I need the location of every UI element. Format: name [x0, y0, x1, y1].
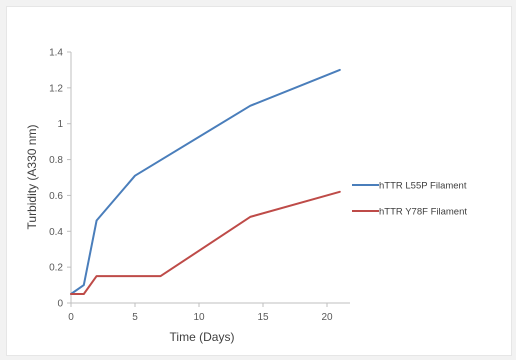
x-tick-label: 5 — [132, 312, 138, 323]
y-tick-label: 0.2 — [49, 263, 63, 274]
chart-series — [70, 68, 341, 295]
y-tick-label: 0.4 — [49, 227, 63, 238]
y-tick-label: 0 — [57, 299, 63, 310]
chart-axes: 0 0.2 0.4 0.6 0.8 1 1.2 1.4 0 5 10 15 20 — [49, 48, 350, 323]
y-tick-label: 1.2 — [49, 83, 63, 94]
x-tick-label: 10 — [193, 312, 205, 323]
y-tick-label: 0.6 — [49, 191, 63, 202]
y-tick-label: 0.8 — [49, 155, 63, 166]
series-line-1 — [70, 68, 341, 295]
y-tick-label: 1.4 — [49, 48, 63, 59]
y-axis-title: Turbidity (A330 nm) — [25, 125, 39, 230]
chart-legend: hTTR L55P Filament hTTR Y78F Filament — [352, 181, 467, 218]
legend-label-1: hTTR L55P Filament — [379, 181, 467, 192]
chart-frame — [6, 6, 512, 356]
x-axis-title: Time (Days) — [170, 330, 235, 344]
x-tick-label: 20 — [321, 312, 333, 323]
x-tick-label: 15 — [257, 312, 269, 323]
x-tick-label: 0 — [68, 312, 74, 323]
y-tick-label: 1 — [57, 119, 63, 130]
series-line-2 — [70, 190, 341, 295]
legend-label-2: hTTR Y78F Filament — [379, 207, 467, 218]
